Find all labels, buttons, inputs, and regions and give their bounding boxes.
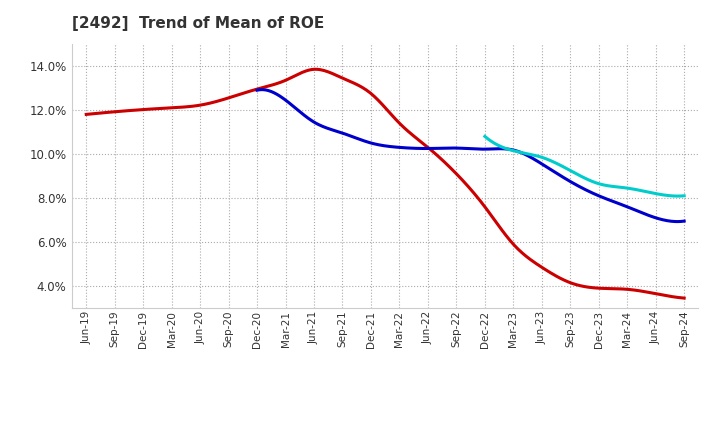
Text: [2492]  Trend of Mean of ROE: [2492] Trend of Mean of ROE	[72, 16, 324, 31]
